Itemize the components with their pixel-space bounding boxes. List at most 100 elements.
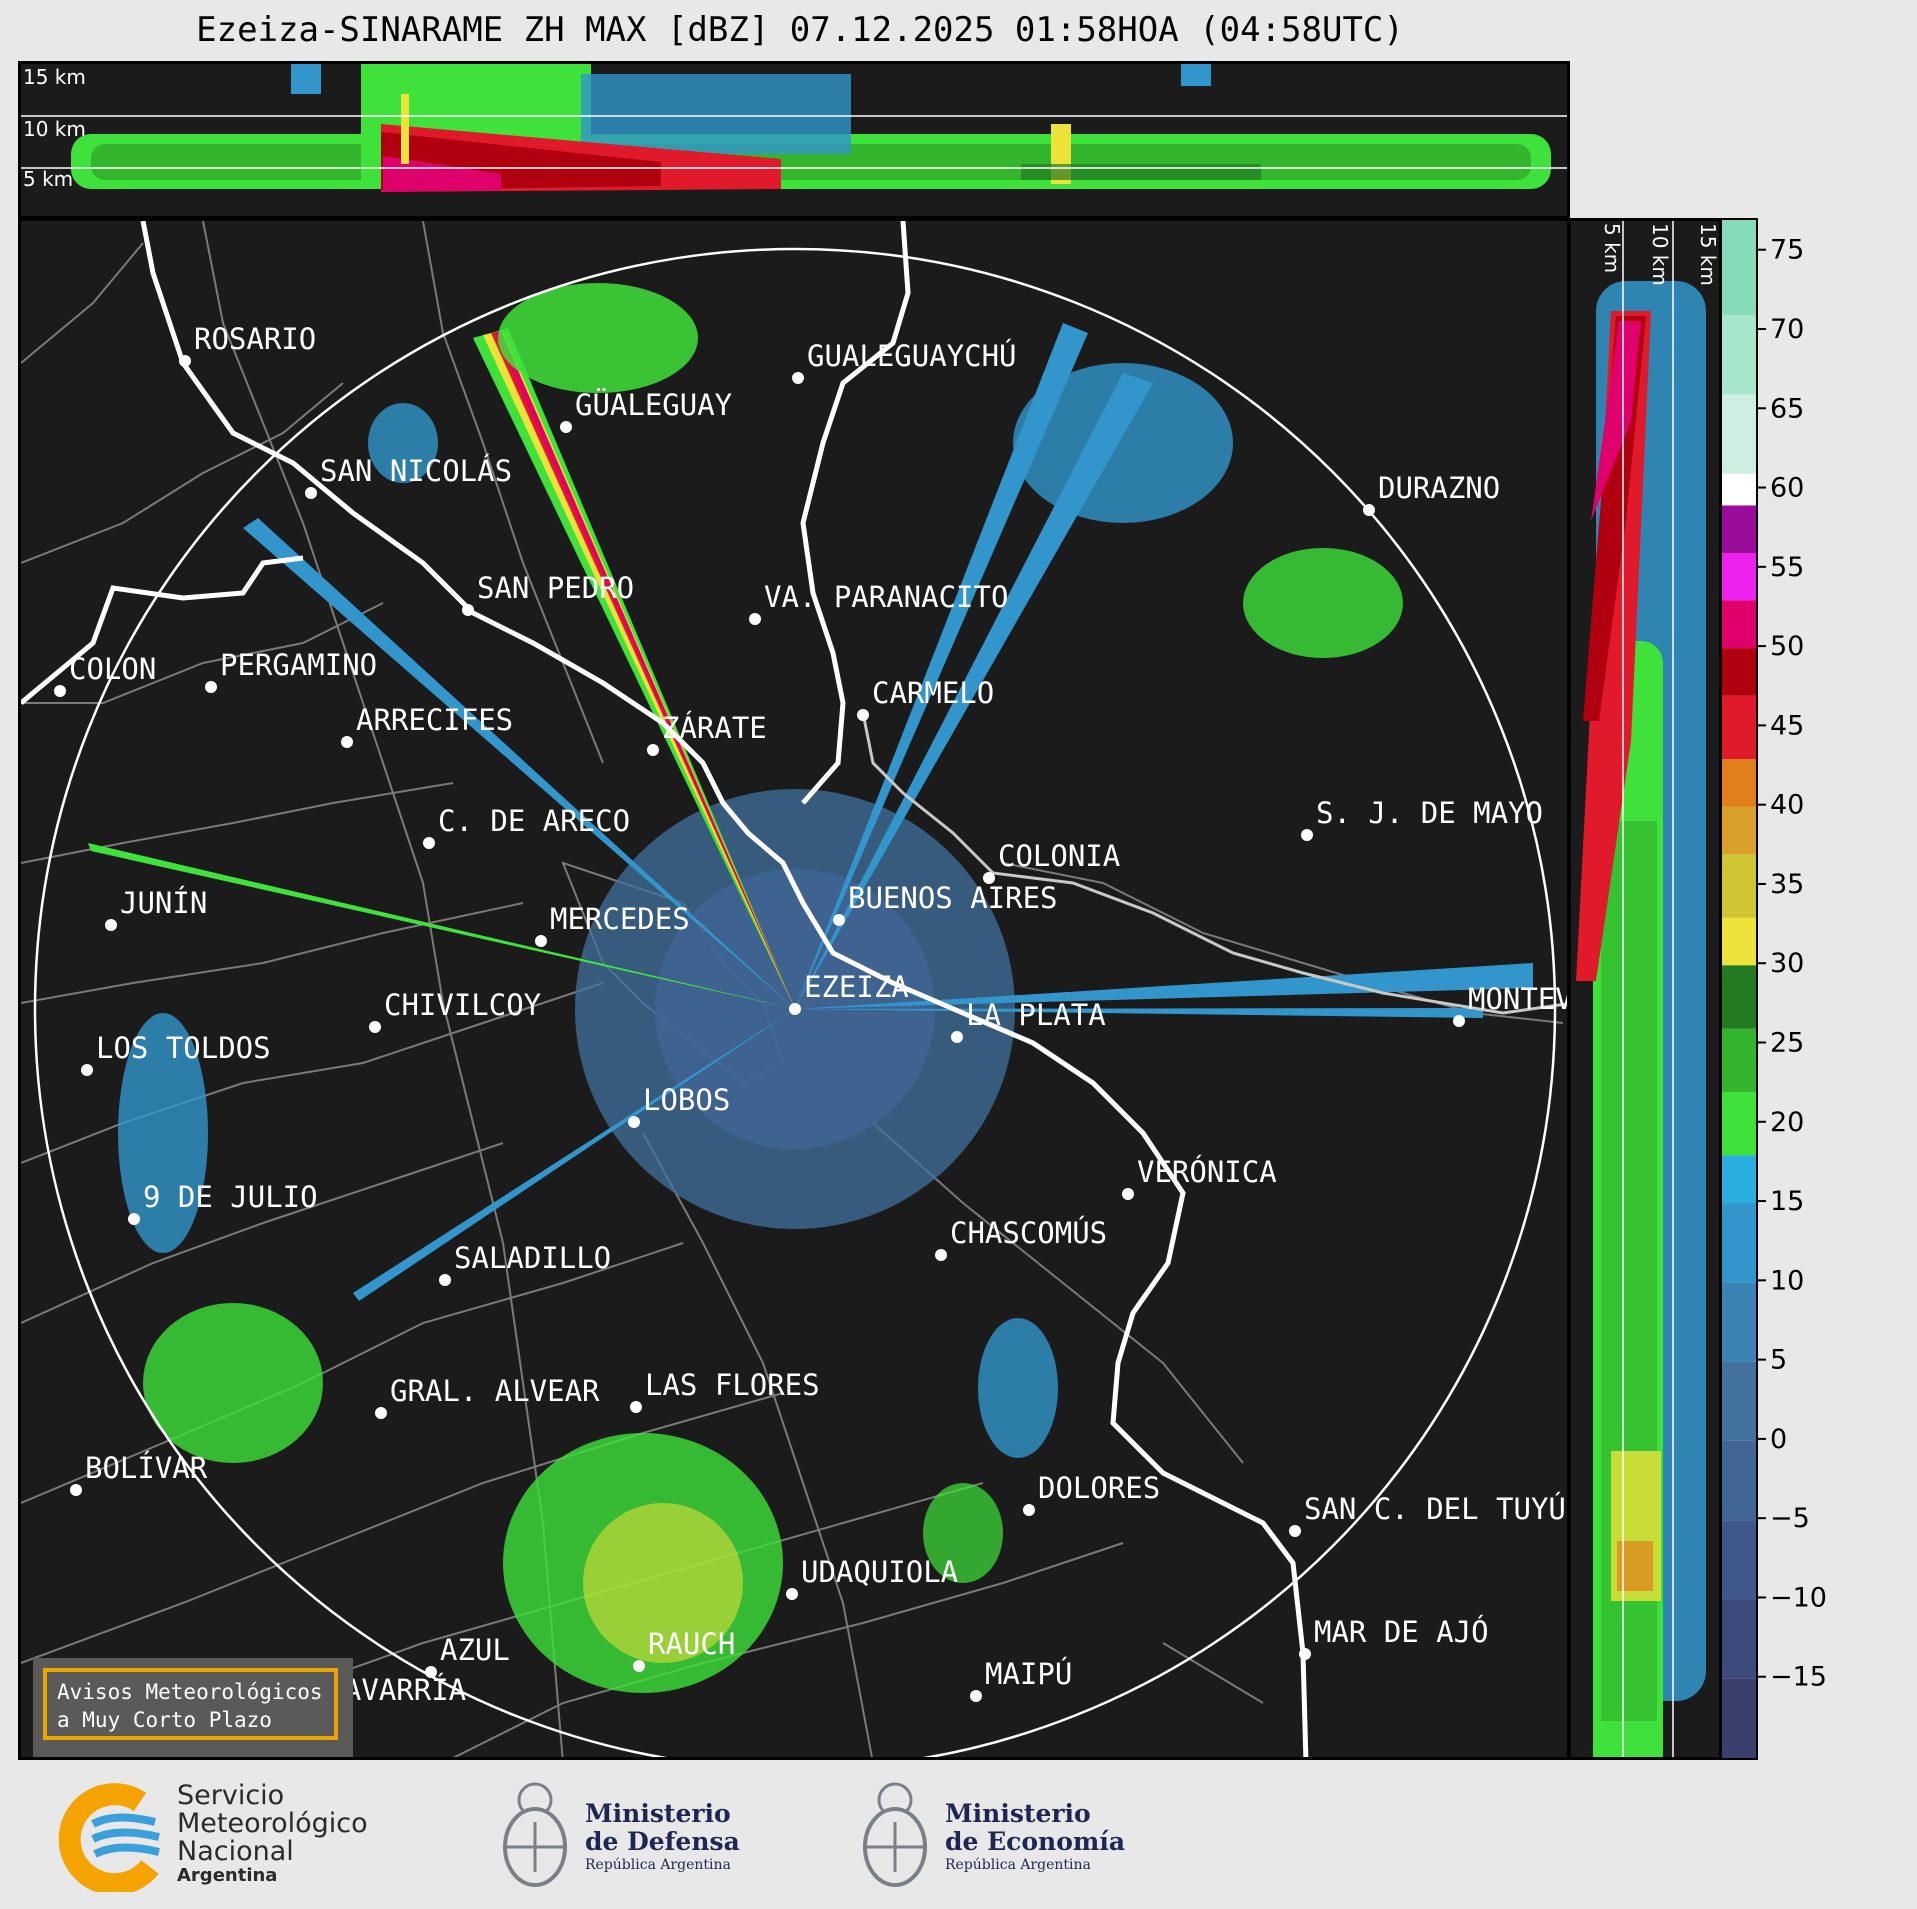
city-marker[interactable]: ROSARIO (179, 322, 316, 367)
city-label: MAR DE AJÓ (1314, 1615, 1489, 1649)
city-marker[interactable]: MAR DE AJÓ (1299, 1615, 1489, 1660)
city-dot (179, 355, 191, 367)
city-marker[interactable]: GRAL. ALVEAR (375, 1374, 600, 1419)
colorbar-band (1722, 759, 1756, 807)
city-dot (970, 1690, 982, 1702)
top-cross-section-panel: 15 km 10 km 5 km (18, 61, 1570, 219)
avisos-label[interactable]: Avisos Meteorológicos a Muy Corto Plazo (43, 1668, 338, 1740)
city-dot (70, 1484, 82, 1496)
colorbar-band (1722, 1678, 1756, 1758)
side-cross-section-plot: 5 km 10 km 15 km (1576, 221, 1720, 1757)
city-marker[interactable]: VA. PARANACITO (749, 580, 1008, 625)
city-marker[interactable]: ARRECIFES (341, 703, 513, 748)
city-dot (425, 1666, 437, 1678)
city-marker[interactable]: VERÓNICA (1122, 1155, 1277, 1200)
city-label: GÜALEGUAY (575, 388, 732, 422)
city-marker[interactable]: PERGAMINO (205, 648, 377, 693)
colorbar-band (1722, 917, 1756, 966)
city-marker[interactable]: JUNÍN (105, 886, 207, 931)
colorbar-band (1722, 473, 1756, 506)
colorbar-band (1722, 1092, 1756, 1156)
colorbar-band (1722, 505, 1756, 553)
city-marker[interactable]: CHIVILCOY (369, 988, 541, 1033)
city-label: LAS FLORES (645, 1368, 820, 1402)
city-marker[interactable]: ZÁRATE (647, 711, 767, 756)
city-marker[interactable]: SALADILLO (439, 1241, 611, 1286)
range-ring (33, 247, 1557, 1757)
city-dot (1453, 1015, 1465, 1027)
city-dot (749, 613, 761, 625)
radar-map[interactable]: ROSARIO GUALEGUAYCHÚ GÜALEGUAY SAN NICOLÁS D… (18, 218, 1570, 1760)
defensa-line-3: República Argentina (585, 1857, 731, 1873)
radar-echoes (88, 283, 1533, 1693)
smn-line-2: Meteorológico (177, 1808, 368, 1839)
city-dot (857, 709, 869, 721)
city-marker[interactable]: SAN C. DEL TUYÚ (1289, 1492, 1566, 1537)
city-dot (628, 1116, 640, 1128)
city-marker[interactable]: LOS TOLDOS (81, 1031, 271, 1076)
city-marker[interactable]: MERCEDES (535, 902, 690, 947)
city-marker[interactable]: DURAZNO (1363, 471, 1500, 516)
colorbar-tick-label: 50 (1770, 631, 1804, 662)
city-marker[interactable]: SAN PEDRO (462, 571, 634, 616)
colorbar-band (1722, 648, 1756, 696)
city-marker[interactable]: LOBOS (628, 1083, 730, 1128)
avisos-line-2: a Muy Corto Plazo (57, 1708, 272, 1732)
avisos-box[interactable]: Avisos Meteorológicos a Muy Corto Plazo (33, 1658, 353, 1757)
city-marker[interactable]: GÜALEGUAY (560, 388, 732, 433)
city-label: PERGAMINO (220, 648, 377, 682)
city-dot (341, 736, 353, 748)
city-dot (935, 1249, 947, 1261)
city-marker[interactable]: C. DE ARECO (423, 804, 630, 849)
city-marker[interactable]: GUALEGUAYCHÚ (792, 339, 1017, 384)
city-marker[interactable]: 9 DE JULIO (128, 1180, 318, 1225)
city-dot (105, 919, 117, 931)
city-dot (1301, 829, 1313, 841)
city-marker[interactable]: DOLORES (1023, 1471, 1160, 1516)
city-dot (205, 681, 217, 693)
city-label: LOS TOLDOS (96, 1031, 271, 1065)
city-marker[interactable]: LAS FLORES (630, 1368, 820, 1413)
city-label: CARMELO (872, 676, 994, 710)
city-marker[interactable]: SAN NICOLÁS (305, 454, 512, 499)
city-marker[interactable]: AZUL (425, 1633, 510, 1678)
city-dot (1299, 1648, 1311, 1660)
city-dot (81, 1064, 93, 1076)
city-dot (462, 604, 474, 616)
city-marker[interactable]: BOLÍVAR (70, 1451, 208, 1496)
city-marker[interactable]: MAIPÚ (970, 1657, 1072, 1702)
colorbar-band (1722, 1599, 1756, 1679)
colorbar-band (1722, 552, 1756, 601)
city-marker[interactable]: COLONIA (983, 839, 1120, 884)
city-dot (1023, 1504, 1035, 1516)
colorbar-tick-label: 55 (1770, 552, 1804, 583)
colorbar-tick-label: −15 (1770, 1662, 1827, 1693)
city-marker[interactable]: LA PLATA (951, 998, 1106, 1043)
economia-line-3: República Argentina (945, 1857, 1091, 1873)
colorbar-tick-label: 25 (1770, 1027, 1804, 1058)
city-marker[interactable]: CHASCOMÚS (935, 1216, 1107, 1261)
city-dot (369, 1021, 381, 1033)
city-dot (1122, 1188, 1134, 1200)
city-marker[interactable]: RAUCH (633, 1627, 735, 1672)
city-dot (789, 1003, 801, 1015)
side-alt-label-15: 15 km (1696, 223, 1720, 286)
colorbar-bands (1722, 220, 1756, 1758)
city-marker[interactable]: BUENOS AIRES (833, 881, 1058, 926)
city-marker[interactable]: CARMELO (857, 676, 994, 721)
economia-logo: Ministerio de Economía República Argenti… (855, 1772, 1155, 1902)
city-marker[interactable]: UDAQUIOLA (786, 1555, 958, 1600)
top-cross-section-plot: 15 km 10 km 5 km (21, 64, 1567, 192)
colorbar-tick-label: 5 (1770, 1345, 1787, 1376)
city-marker[interactable]: MONTEVIDEO (1453, 982, 1570, 1027)
city-dot (305, 487, 317, 499)
city-label: COLONIA (998, 839, 1120, 873)
city-label: MAIPÚ (985, 1657, 1072, 1691)
city-dot (54, 685, 66, 697)
economia-line-1: Ministerio (945, 1799, 1091, 1828)
city-marker[interactable]: S. J. DE MAYO (1301, 796, 1543, 841)
city-marker[interactable]: COLON (54, 652, 156, 697)
defensa-line-1: Ministerio (585, 1799, 731, 1828)
city-marker[interactable]: EZEIZA (789, 970, 909, 1015)
coat-of-arms-icon (503, 1782, 567, 1887)
